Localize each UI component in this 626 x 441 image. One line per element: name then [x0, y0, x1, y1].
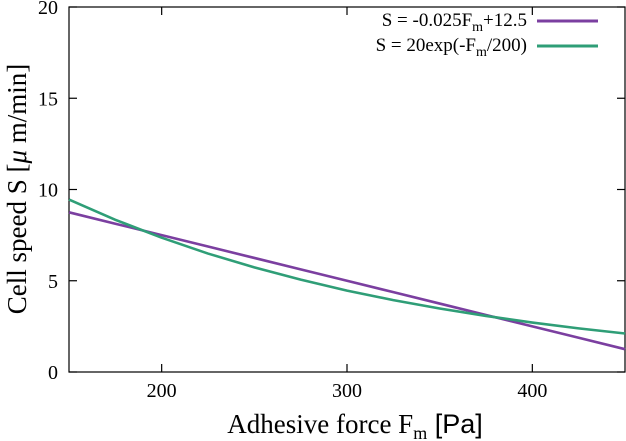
x-axis-title: Adhesive force Fm [Pa] [227, 409, 483, 441]
legend-entry-exponential: S = 20exp(-Fm/200) [376, 35, 598, 60]
y-tick-label: 10 [38, 180, 58, 202]
y-tick-label: 0 [48, 362, 58, 384]
y-tick-label: 15 [38, 88, 58, 110]
legend-label-linear: S = -0.025Fm+12.5 [382, 10, 527, 35]
x-tick-label: 300 [332, 380, 362, 402]
axis-ticks: 200 300 400 0 5 10 15 20 [38, 0, 625, 402]
series-line-linear [68, 211, 626, 351]
series-layer [68, 198, 626, 351]
x-tick-label: 400 [517, 380, 547, 402]
plot-frame [68, 6, 626, 373]
legend: S = -0.025Fm+12.5 S = 20exp(-Fm/200) [376, 10, 598, 60]
y-tick-label: 20 [38, 0, 58, 19]
series-line-exponential [68, 198, 626, 335]
x-tick-label: 200 [147, 380, 177, 402]
legend-label-exponential: S = 20exp(-Fm/200) [376, 35, 527, 60]
legend-entry-linear: S = -0.025Fm+12.5 [382, 10, 598, 35]
y-axis-title: Cell speed S [μ m/min] [2, 64, 32, 315]
y-tick-label: 5 [48, 271, 58, 293]
